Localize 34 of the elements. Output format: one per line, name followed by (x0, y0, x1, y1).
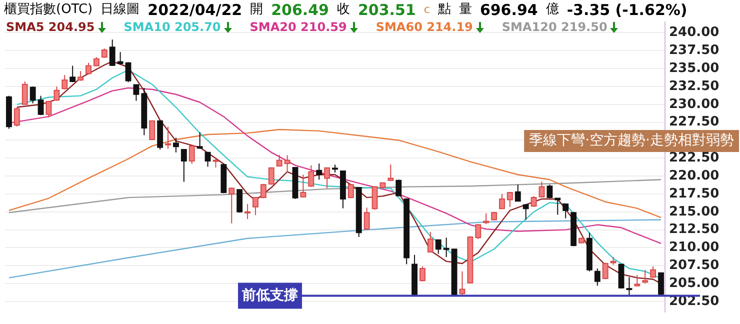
text: SMA120 219.50 (502, 20, 608, 34)
text: 開 (250, 1, 264, 19)
y-tick-label: 215.00 (669, 204, 720, 220)
text: 696.94 (480, 0, 538, 20)
y-tick-label: 217.50 (669, 186, 720, 202)
text: SMA60 214.19 (376, 20, 473, 34)
y-tick-label: 232.50 (669, 78, 720, 94)
text: 量 (458, 1, 472, 19)
text: 206.49 (271, 0, 329, 20)
y-tick-label: 212.50 (669, 222, 720, 238)
y-tick-label: 220.00 (669, 168, 720, 184)
text: -3.35 (-1.62%) (566, 0, 688, 20)
annotation: 季線下彎·空方趨勢·走勢相對弱勢 (529, 132, 734, 149)
text: 203.51 (358, 0, 416, 20)
text: 點 (438, 1, 451, 19)
y-tick-label: 210.00 (669, 240, 720, 256)
y-tick-label: 205.00 (669, 276, 720, 291)
y-tick-label: 207.50 (669, 258, 720, 273)
text: c (424, 2, 430, 18)
text: SMA10 205.70 (124, 20, 221, 34)
ref-line-label: 前低支撐 (241, 287, 298, 304)
y-tick-label: 222.50 (669, 150, 720, 166)
y-tick-label: 237.50 (669, 43, 720, 58)
y-tick-label: 230.00 (669, 96, 720, 112)
chart-title: 櫃買指數(OTC) (4, 1, 93, 19)
text: SMA5 204.95 (6, 20, 95, 34)
y-tick-label: 235.00 (669, 60, 720, 76)
chart-subtitle: 日線圖 (100, 1, 140, 19)
text: 2022/04/22 (148, 0, 242, 20)
y-tick-label: 227.50 (669, 114, 720, 130)
y-tick-label: 240.00 (669, 25, 720, 40)
text: 收 (336, 1, 350, 19)
text: 億 (546, 1, 559, 19)
text: SMA20 210.59 (250, 20, 347, 34)
